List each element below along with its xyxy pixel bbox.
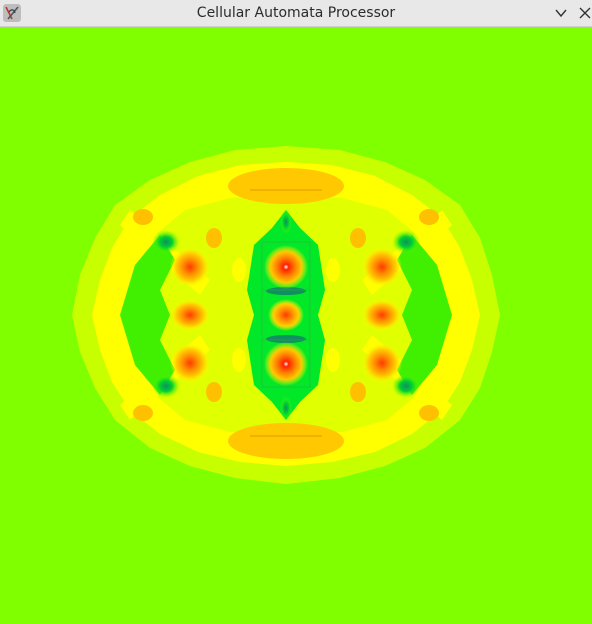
bottom-lens: [228, 423, 344, 459]
wedge-10: [419, 209, 439, 225]
cool-spot-2: [392, 230, 420, 254]
hotspot-right-top: [362, 247, 402, 287]
hotspot-left-mid: [170, 299, 210, 331]
wedge-9: [133, 209, 153, 225]
close-icon: [579, 7, 591, 19]
hotspot-left-top: [170, 247, 210, 287]
hotspot-left-bottom: [170, 343, 210, 383]
close-button[interactable]: [575, 3, 592, 23]
wedge-6: [350, 228, 366, 248]
green-right: [397, 235, 452, 395]
center-grid: [261, 241, 311, 388]
minimize-button[interactable]: [551, 3, 571, 23]
cool-spot-3: [152, 374, 180, 398]
hotspot-center-bottom: [264, 342, 308, 386]
hotspot-right-bottom: [362, 343, 402, 383]
hotspot-center-mid: [268, 299, 304, 331]
wedge-1: [232, 258, 246, 282]
chevron-down-icon: [555, 9, 567, 18]
window-title: Cellular Automata Processor: [196, 5, 396, 21]
center-bar-1: [266, 287, 306, 295]
wedge-2: [326, 258, 340, 282]
automata-canvas[interactable]: [0, 27, 592, 624]
center-cool-bottom: [280, 396, 292, 420]
wedge-3: [232, 348, 246, 372]
title-bar[interactable]: Cellular Automata Processor: [0, 0, 592, 27]
hotspot-right-mid: [362, 299, 402, 331]
wedge-5: [206, 228, 222, 248]
wedge-8: [350, 382, 366, 402]
center-cool-top: [280, 210, 292, 234]
top-lens: [228, 168, 344, 204]
cool-spot-1: [152, 230, 180, 254]
green-left: [120, 235, 175, 395]
wedge-11: [133, 405, 153, 421]
wedge-12: [419, 405, 439, 421]
wedge-4: [326, 348, 340, 372]
hotspot-center-top: [264, 245, 308, 289]
wedge-7: [206, 382, 222, 402]
cool-spot-4: [392, 374, 420, 398]
app-logo-icon: [3, 4, 21, 22]
center-bar-2: [266, 335, 306, 343]
